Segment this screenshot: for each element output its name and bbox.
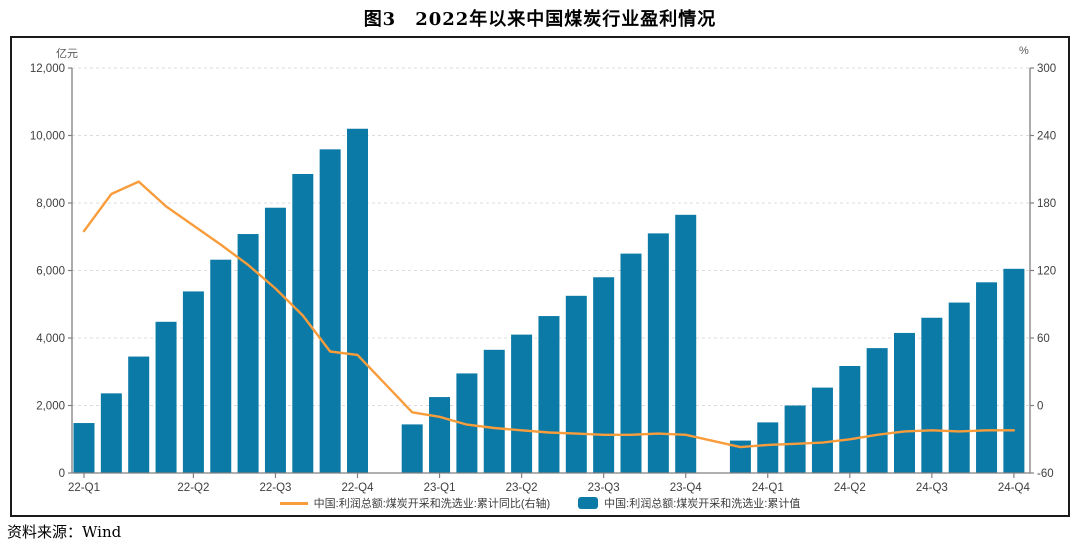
bar <box>620 253 642 473</box>
legend-item-bar: 中国:利润总额:煤炭开采和洗选业:累计值 <box>578 495 800 511</box>
bar <box>565 295 587 473</box>
bar <box>921 317 943 473</box>
bar <box>456 373 478 473</box>
bar <box>319 149 341 473</box>
right-axis-tick-label: 240 <box>1037 131 1056 143</box>
x-axis-tick-label: 22-Q2 <box>177 482 209 494</box>
bar <box>237 234 259 473</box>
left-axis-tick-label: 6,000 <box>36 266 65 278</box>
right-axis-tick-label: 120 <box>1037 266 1056 278</box>
right-axis-tick-label: 300 <box>1037 63 1056 75</box>
x-axis-tick-label: 22-Q1 <box>68 482 100 494</box>
bar <box>593 277 615 473</box>
x-axis-tick-label: 23-Q2 <box>506 482 538 494</box>
chart-frame: 亿元 % 12,000 10,000 8,000 6,000 4,000 2,000 0 30… <box>10 36 1070 517</box>
x-axis-tick-label: 22-Q4 <box>342 482 375 494</box>
left-axis-tick-label: 4,000 <box>36 333 65 345</box>
x-axis-tick-label: 23-Q3 <box>588 482 620 494</box>
line-series-swatch-icon <box>279 501 308 505</box>
bar <box>757 422 779 473</box>
source-note: 资料来源：Wind <box>7 523 122 541</box>
profit-yoy-line <box>82 180 1016 449</box>
left-axis-tick-label: 0 <box>59 468 65 480</box>
bar <box>128 356 150 473</box>
bar <box>347 128 368 473</box>
chart-title: 图3 2022年以来中国煤炭行业盈利情况 <box>363 9 717 30</box>
x-axis-tick-label: 23-Q1 <box>424 482 456 494</box>
bar <box>292 173 314 473</box>
x-axis-tick-label: 24-Q1 <box>752 482 784 494</box>
bar <box>811 387 833 473</box>
left-axis-unit-label: 亿元 <box>56 48 78 60</box>
bar <box>866 348 888 473</box>
bar <box>401 424 423 473</box>
bar <box>729 440 751 473</box>
legend: 中国:利润总额:煤炭开采和洗选业:累计同比(右轴) 中国:利润总额:煤炭开采和洗… <box>12 495 1068 511</box>
bar <box>100 393 122 473</box>
bar <box>483 349 505 473</box>
right-axis-unit-label: % <box>1019 45 1029 57</box>
bar <box>976 282 998 473</box>
bar <box>894 332 915 473</box>
bar <box>429 397 451 473</box>
bar <box>73 423 95 473</box>
x-axis-tick-label: 24-Q2 <box>834 482 866 494</box>
x-axis-tick-label: 24-Q4 <box>998 482 1031 494</box>
bar <box>538 316 560 473</box>
chart-plot: 12,000 10,000 8,000 6,000 4,000 2,000 0 300 240 1… <box>30 63 1056 494</box>
right-axis-tick-label: 0 <box>1037 401 1043 413</box>
bar <box>675 214 697 473</box>
bar-series-swatch-icon <box>578 497 599 509</box>
bar <box>155 321 177 473</box>
right-axis-tick-label: 180 <box>1037 198 1056 210</box>
x-axis-tick-label: 23-Q4 <box>670 482 703 494</box>
bar <box>1003 268 1025 473</box>
left-axis-tick-label: 2,000 <box>36 401 65 413</box>
bar <box>210 259 232 473</box>
legend-item-line: 中国:利润总额:煤炭开采和洗选业:累计同比(右轴) <box>279 495 551 511</box>
legend-label-bar: 中国:利润总额:煤炭开采和洗选业:累计值 <box>604 498 801 510</box>
bar <box>948 302 970 473</box>
bar <box>511 334 533 473</box>
bar <box>784 405 806 473</box>
right-axis-tick-label: -60 <box>1037 468 1054 480</box>
bar <box>839 366 861 473</box>
x-axis-tick-label: 22-Q3 <box>259 482 291 494</box>
bar <box>182 291 204 473</box>
left-axis-tick-label: 10,000 <box>30 131 65 143</box>
left-axis-tick-label: 12,000 <box>30 63 65 75</box>
x-axis-tick-label: 24-Q3 <box>916 482 948 494</box>
right-axis-tick-label: 60 <box>1037 333 1050 345</box>
left-axis-tick-label: 8,000 <box>36 198 65 210</box>
bar <box>647 233 669 473</box>
bar <box>264 207 286 473</box>
legend-label-line: 中国:利润总额:煤炭开采和洗选业:累计同比(右轴) <box>313 498 551 510</box>
